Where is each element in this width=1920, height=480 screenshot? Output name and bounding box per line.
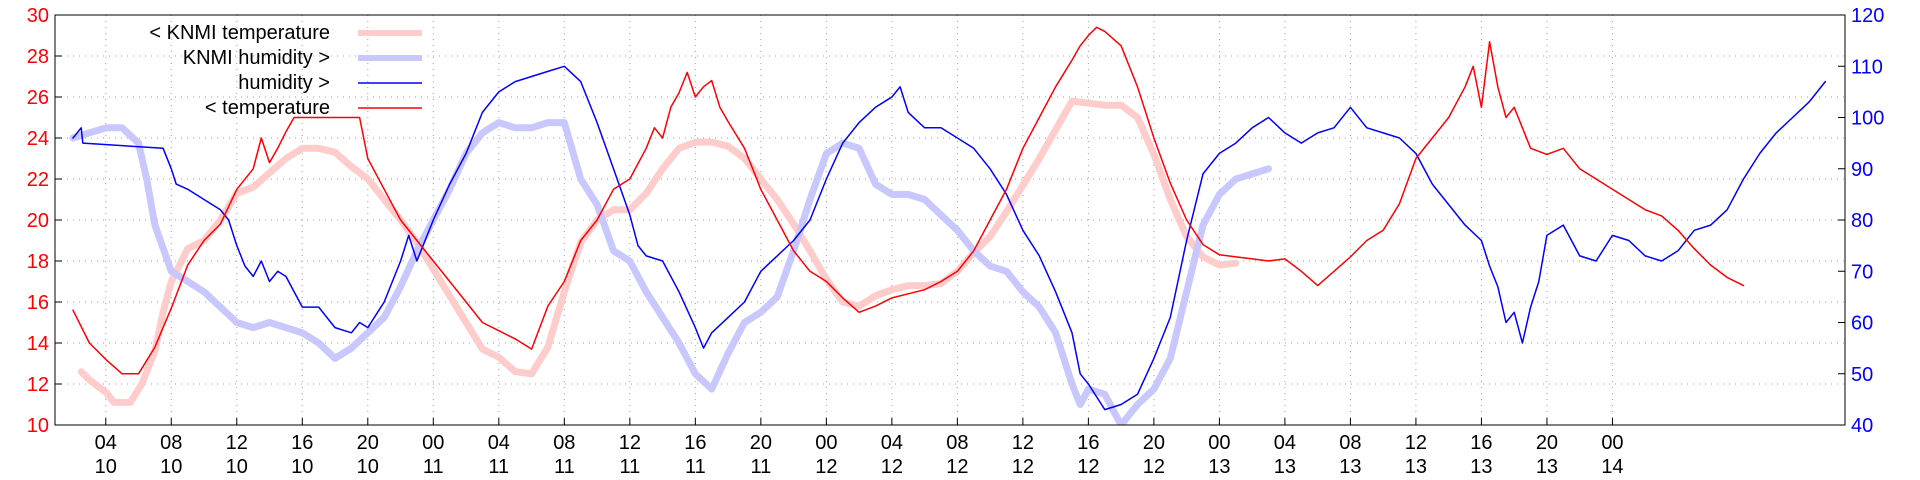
grid [55,15,1845,425]
x-tick-time: 04 [95,432,117,454]
right-tick-label: 50 [1851,364,1873,386]
legend-label: humidity > [238,72,330,94]
x-tick-day: 10 [160,456,182,478]
right-tick-label: 100 [1851,108,1884,130]
legend: < KNMI temperature KNMI humidity > humidit… [149,22,422,119]
x-tick-time: 00 [422,432,444,454]
series-layer [69,26,1827,425]
left-tick-label: 30 [27,5,49,27]
right-tick-label: 90 [1851,159,1873,181]
left-tick-label: 18 [27,251,49,273]
x-tick-day: 11 [750,456,771,478]
x-tick-day: 12 [815,456,837,478]
right-tick-label: 40 [1851,415,1873,437]
x-tick-time: 20 [357,432,379,454]
x-tick-time: 12 [1405,432,1427,454]
x-tick-day: 12 [1077,456,1099,478]
x-tick-time: 08 [1339,432,1361,454]
x-tick-day: 10 [357,456,379,478]
x-tick-day: 13 [1470,456,1492,478]
left-tick-label: 24 [27,128,49,150]
x-tick-day: 10 [95,456,117,478]
x-tick-time: 12 [226,432,248,454]
left-tick-label: 14 [27,333,49,355]
left-tick-label: 22 [27,169,49,191]
axis-ticks [55,14,1845,426]
left-tick-label: 12 [27,374,49,396]
left-tick-label: 20 [27,210,49,232]
x-tick-day: 11 [685,456,706,478]
x-tick-day: 13 [1274,456,1296,478]
x-tick-day: 14 [1601,456,1623,478]
x-tick-day: 11 [619,456,640,478]
x-tick-time: 04 [1274,432,1296,454]
legend-label: < KNMI temperature [149,22,330,44]
x-tick-day: 13 [1208,456,1230,478]
right-tick-label: 120 [1851,5,1884,27]
x-axis-labels: 0410081012101610201000110411081112111611… [95,432,1624,478]
x-tick-time: 20 [1143,432,1165,454]
left-tick-label: 10 [27,415,49,437]
legend-temperature: < temperature [205,97,422,119]
x-tick-time: 00 [1208,432,1230,454]
legend-label: < temperature [205,97,330,119]
x-tick-time: 04 [881,432,903,454]
x-tick-time: 16 [291,432,313,454]
x-tick-time: 20 [750,432,772,454]
knmi-humidity-line [69,119,1272,425]
x-tick-day: 12 [946,456,968,478]
x-tick-time: 08 [160,432,182,454]
x-tick-time: 12 [619,432,641,454]
legend-humidity: humidity > [238,72,422,94]
x-tick-time: 08 [553,432,575,454]
x-tick-time: 04 [488,432,510,454]
x-tick-time: 00 [815,432,837,454]
left-tick-label: 16 [27,292,49,314]
knmi-temperature-line [77,97,1240,406]
left-axis-labels: 10 12 14 16 18 20 22 24 26 28 30 [27,5,49,437]
temperature-line [72,26,1745,375]
legend-knmi-temperature: < KNMI temperature [149,22,422,44]
x-tick-time: 12 [1012,432,1034,454]
x-tick-day: 11 [488,456,509,478]
x-tick-day: 11 [423,456,444,478]
x-tick-day: 12 [881,456,903,478]
x-tick-day: 12 [1012,456,1034,478]
left-tick-label: 26 [27,87,49,109]
x-tick-day: 13 [1405,456,1427,478]
x-tick-time: 16 [684,432,706,454]
right-tick-label: 60 [1851,313,1873,335]
x-tick-day: 10 [291,456,313,478]
left-tick-label: 28 [27,46,49,68]
right-axis-labels: 40 50 60 70 80 90 100 110 120 [1851,5,1884,437]
x-tick-day: 10 [226,456,248,478]
x-tick-day: 11 [554,456,575,478]
x-tick-day: 13 [1339,456,1361,478]
x-tick-time: 20 [1536,432,1558,454]
x-tick-day: 13 [1536,456,1558,478]
x-tick-time: 08 [946,432,968,454]
right-tick-label: 80 [1851,210,1873,232]
x-tick-day: 12 [1143,456,1165,478]
right-tick-label: 110 [1851,56,1883,78]
legend-knmi-humidity: KNMI humidity > [183,47,422,69]
humidity-line [72,65,1827,411]
legend-label: KNMI humidity > [183,47,330,69]
x-tick-time: 16 [1077,432,1099,454]
right-tick-label: 70 [1851,261,1873,283]
x-tick-time: 00 [1601,432,1623,454]
x-tick-time: 16 [1470,432,1492,454]
